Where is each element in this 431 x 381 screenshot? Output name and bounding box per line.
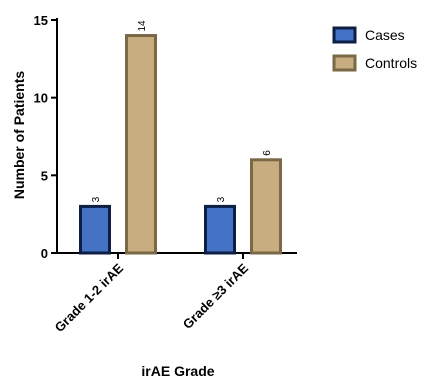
legend: Cases Controls xyxy=(332,26,417,72)
bar-cases xyxy=(204,204,236,255)
legend-swatch xyxy=(332,54,357,72)
y-axis-title: Number of Patients xyxy=(11,71,27,200)
legend-swatch xyxy=(332,26,357,44)
legend-label: Controls xyxy=(365,55,417,71)
bar-controls xyxy=(125,34,157,255)
legend-item-cases: Cases xyxy=(332,26,405,44)
bars: 3 3 14 6 xyxy=(79,20,282,255)
bar-controls xyxy=(250,158,282,255)
x-axis: Grade 1-2 irAE Grade ≥3 irAE xyxy=(52,252,297,335)
data-label: 3 xyxy=(91,196,102,202)
y-tick-label: 10 xyxy=(34,91,48,106)
y-tick-label: 0 xyxy=(41,246,48,261)
y-tick-label: 15 xyxy=(34,13,48,28)
data-label: 14 xyxy=(137,20,148,32)
data-label: 3 xyxy=(216,196,227,202)
x-category-label: Grade 1-2 irAE xyxy=(52,260,127,335)
x-axis-title: irAE Grade xyxy=(141,363,214,379)
data-label: 6 xyxy=(262,150,273,156)
y-tick-label: 5 xyxy=(41,168,48,183)
legend-item-controls: Controls xyxy=(332,54,417,72)
y-axis: 0 5 10 15 xyxy=(34,13,58,261)
x-category-label: Grade ≥3 irAE xyxy=(180,260,252,332)
bar-cases xyxy=(79,204,111,255)
legend-label: Cases xyxy=(365,27,405,43)
